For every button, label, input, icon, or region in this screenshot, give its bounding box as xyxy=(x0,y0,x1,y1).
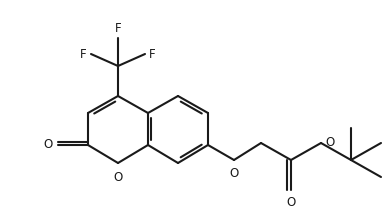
Text: O: O xyxy=(287,196,296,209)
Text: O: O xyxy=(325,135,334,148)
Text: O: O xyxy=(229,167,239,180)
Text: F: F xyxy=(149,48,156,61)
Text: F: F xyxy=(80,48,87,61)
Text: O: O xyxy=(44,138,53,151)
Text: O: O xyxy=(113,171,123,184)
Text: F: F xyxy=(115,22,121,35)
